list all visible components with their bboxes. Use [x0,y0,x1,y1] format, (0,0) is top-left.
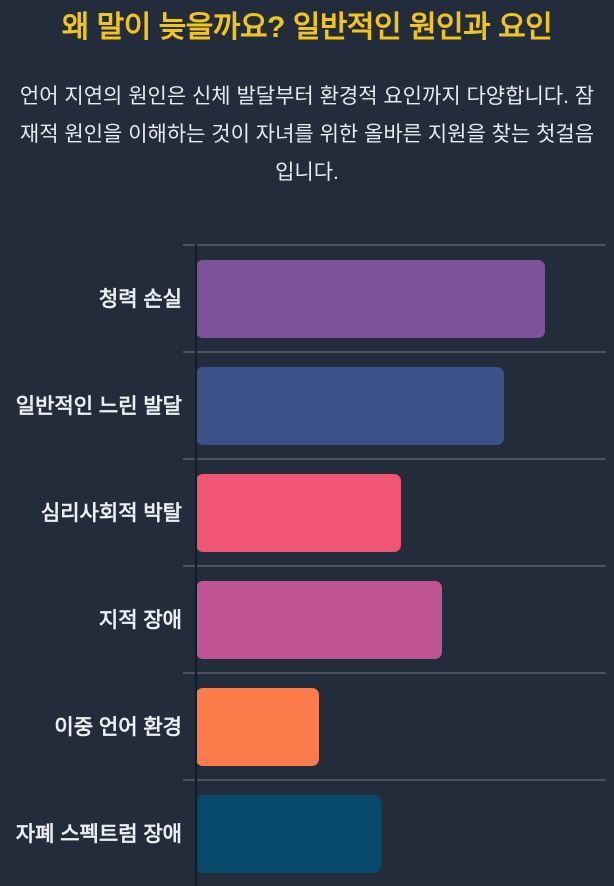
category-label: 심리사회적 박탈 [40,501,182,525]
plot-area [183,672,606,779]
plot-area [183,458,606,565]
chart-row: 이중 언어 환경 [0,672,614,779]
bar-autism-spectrum-disorder [196,795,381,873]
category-label: 이중 언어 환경 [54,715,182,739]
plot-area [183,779,606,886]
bar-chart: 청력 손실 일반적인 느린 발달 심리사회적 박탈 지적 장애 이중 언어 환경… [0,244,614,886]
plot-area [183,351,606,458]
y-axis-line [195,244,197,886]
chart-row: 지적 장애 [0,565,614,672]
category-label: 지적 장애 [98,608,182,632]
bar-hearing-loss [196,260,545,338]
chart-row: 일반적인 느린 발달 [0,351,614,458]
plot-area [183,244,606,351]
category-label: 청력 손실 [98,287,182,311]
bar-psychosocial-deprivation [196,474,401,552]
chart-row: 청력 손실 [0,244,614,351]
plot-area [183,565,606,672]
bar-general-slow-development [196,367,504,445]
page-subtitle: 언어 지연의 원인은 신체 발달부터 환경적 요인까지 다양합니다. 잠재적 원… [19,85,595,184]
chart-row: 심리사회적 박탈 [0,458,614,565]
chart-row: 자폐 스펙트럼 장애 [0,779,614,886]
category-label: 일반적인 느린 발달 [15,394,182,418]
category-label: 자폐 스펙트럼 장애 [15,822,182,846]
bar-intellectual-disability [196,581,442,659]
bar-bilingual-environment [196,688,319,766]
page-title: 왜 말이 늦을까요? 일반적인 원인과 요인 [61,11,553,44]
